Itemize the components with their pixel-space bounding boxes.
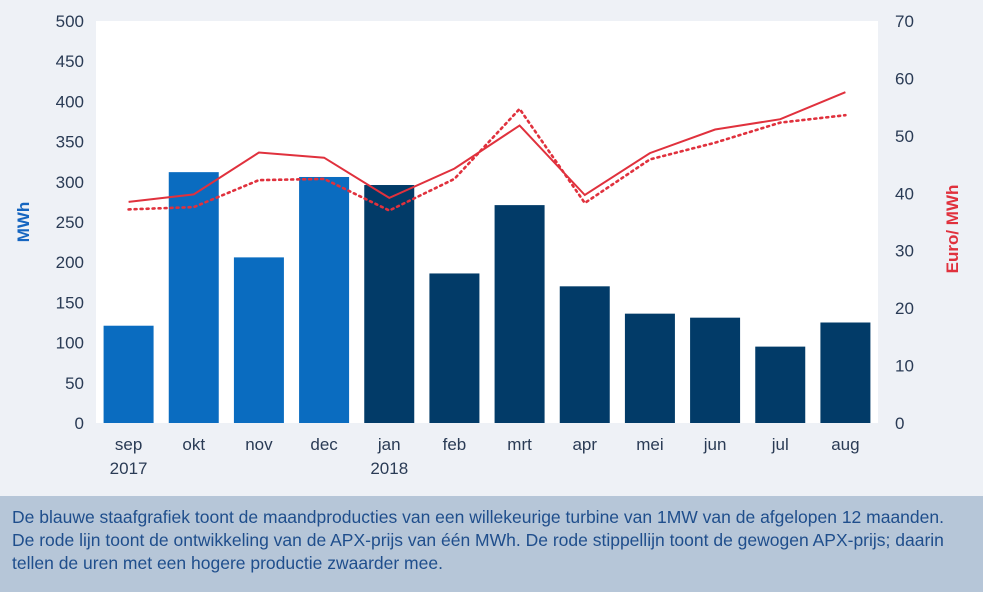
plot-area (96, 21, 878, 423)
caption: De blauwe staafgrafiek toont de maandpro… (0, 496, 983, 592)
x-tick-label: nov (245, 435, 273, 454)
y2-tick-label: 50 (895, 127, 914, 146)
y-tick-label: 400 (56, 92, 84, 111)
bar-1 (168, 172, 219, 423)
y-tick-label: 150 (56, 293, 84, 312)
x-tick-label: sep (115, 435, 142, 454)
price-line (128, 91, 846, 203)
y-tick-label: 200 (56, 253, 84, 272)
bar-8 (624, 313, 675, 423)
y-axis-title: MWh (14, 202, 33, 243)
y2-tick-label: 60 (895, 69, 914, 88)
y2-tick-label: 0 (895, 414, 904, 433)
x-tick-label: 2017 (110, 459, 148, 478)
x-tick-label: mrt (507, 435, 532, 454)
x-tick-label: mei (636, 435, 663, 454)
bar-11 (820, 322, 871, 423)
price-line-weighted (127, 106, 847, 212)
bar-7 (559, 286, 610, 423)
bar-6 (494, 205, 545, 423)
y-tick-label: 0 (75, 414, 84, 433)
y-tick-label: 100 (56, 334, 84, 353)
x-tick-label: feb (443, 435, 467, 454)
bar-4 (364, 185, 415, 423)
y2-tick-label: 20 (895, 299, 914, 318)
y2-axis-title: Euro/ MWh (943, 185, 962, 274)
x-tick-label: apr (572, 435, 597, 454)
y-tick-label: 300 (56, 173, 84, 192)
bar-2 (233, 257, 284, 423)
y-tick-label: 50 (65, 374, 84, 393)
y2-tick-label: 40 (895, 184, 914, 203)
chart: 0 50 100 150 200 250 300 350 400 450 500 0 10 20 30 40 5… (14, 12, 962, 478)
chart-svg: 0 50 100 150 200 250 300 350 400 450 500 0 10 20 30 40 5… (14, 12, 962, 478)
x-tick-label: jan (377, 435, 401, 454)
bar-9 (690, 317, 741, 423)
x-tick-label: 2018 (370, 459, 408, 478)
y-tick-label: 500 (56, 12, 84, 31)
x-tick-label: dec (310, 435, 338, 454)
bar-0 (103, 325, 154, 423)
x-tick-label: aug (831, 435, 859, 454)
y2-tick-label: 70 (895, 12, 914, 31)
x-tick-label: jun (703, 435, 727, 454)
y2-tick-label: 10 (895, 357, 914, 376)
y2-tick-label: 30 (895, 242, 914, 261)
y-tick-label: 350 (56, 133, 84, 152)
x-tick-label: okt (182, 435, 205, 454)
y-tick-label: 450 (56, 52, 84, 71)
bar-3 (299, 176, 350, 423)
x-tick-label: jul (771, 435, 789, 454)
bar-5 (429, 273, 480, 423)
y-tick-label: 250 (56, 213, 84, 232)
bar-10 (755, 346, 806, 423)
